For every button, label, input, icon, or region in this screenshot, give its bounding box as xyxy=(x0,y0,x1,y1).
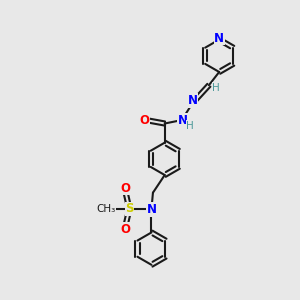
Text: H: H xyxy=(186,121,194,130)
Text: O: O xyxy=(121,223,131,236)
Text: S: S xyxy=(125,202,134,215)
Text: H: H xyxy=(212,82,220,93)
Text: CH₃: CH₃ xyxy=(96,204,116,214)
Text: N: N xyxy=(178,114,188,127)
Text: O: O xyxy=(139,114,149,127)
Text: O: O xyxy=(121,182,131,195)
Text: N: N xyxy=(188,94,198,107)
Text: N: N xyxy=(146,203,157,216)
Text: N: N xyxy=(214,32,224,45)
